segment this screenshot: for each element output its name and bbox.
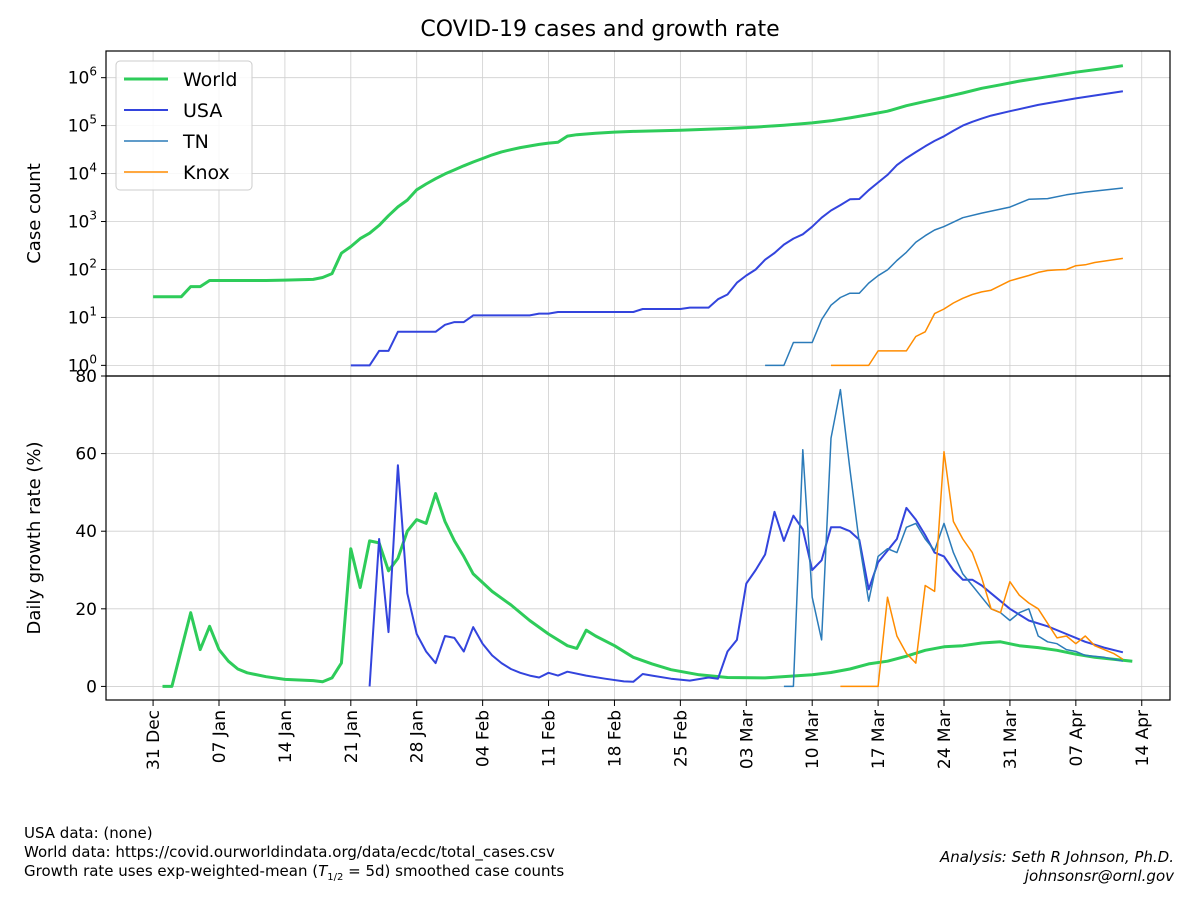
- series-line-knox: [831, 257, 1124, 367]
- legend-label: TN: [182, 131, 209, 153]
- y-tick-label: 103: [68, 209, 97, 233]
- axes: [101, 50, 1171, 706]
- y-tick-label: 40: [75, 522, 97, 542]
- series-line-usa: [350, 90, 1124, 367]
- y-tick-label: 0: [86, 677, 97, 697]
- y-tick-exponent: 3: [89, 209, 97, 223]
- y-tick-label: 20: [75, 600, 97, 620]
- growth-note-prefix: Growth rate uses exp-weighted-mean (: [24, 862, 319, 880]
- x-tick-label: 07 Jan: [210, 710, 230, 763]
- series-line-tn: [783, 388, 1124, 688]
- footnotes: USA data: (none) World data: https://cov…: [24, 824, 564, 887]
- y-tick-exponent: 2: [89, 256, 97, 270]
- x-tick-label: 11 Feb: [540, 710, 560, 767]
- axes-frame: [105, 50, 1171, 377]
- y-axis-label: Case count: [24, 163, 45, 264]
- x-tick-label: 07 Apr: [1067, 710, 1087, 766]
- chart-title: COVID-19 cases and growth rate: [420, 17, 779, 42]
- credit: Analysis: Seth R Johnson, Ph.D. johnsons…: [940, 848, 1174, 886]
- x-tick-label: 14 Jan: [276, 710, 296, 763]
- legend: World USA TN Knox: [115, 60, 253, 191]
- legend-label: World: [183, 69, 237, 91]
- series-line-knox: [840, 450, 1124, 688]
- axes-frame: [105, 375, 1171, 701]
- y-tick-exponent: 4: [89, 161, 97, 175]
- y-axis-label: Daily growth rate (%): [24, 441, 45, 634]
- y-tick-exponent: 0: [89, 352, 97, 366]
- x-tick-label: 31 Mar: [1001, 710, 1021, 769]
- x-tick-label: 31 Dec: [144, 710, 164, 770]
- x-tick-label: 10 Mar: [803, 710, 823, 769]
- x-tick-label: 28 Jan: [408, 710, 428, 763]
- y-tick-label: 105: [68, 113, 97, 137]
- y-tick-label: 60: [75, 445, 97, 465]
- y-tick-exponent: 6: [89, 65, 97, 79]
- legend-label: USA: [183, 100, 222, 122]
- legend-label: Knox: [183, 162, 230, 184]
- x-tick-label: 25 Feb: [671, 710, 691, 767]
- x-tick-label: 17 Mar: [869, 710, 889, 769]
- y-tick-label: 104: [68, 161, 97, 185]
- growth-note-symbol: T: [318, 862, 328, 880]
- series-line-world: [153, 64, 1124, 299]
- x-tick-label: 14 Apr: [1133, 710, 1153, 766]
- x-tick-label: 04 Feb: [474, 710, 494, 767]
- y-tick-label: 106: [68, 65, 97, 89]
- x-tick-label: 24 Mar: [935, 710, 955, 769]
- x-tick-label: 21 Jan: [342, 710, 362, 763]
- series-line-tn: [765, 187, 1123, 367]
- series-lines: [153, 64, 1133, 688]
- growth-note-suffix: = 5d) smoothed case counts: [343, 862, 565, 880]
- usa-data-note: USA data: (none): [24, 824, 153, 842]
- legend-box: [115, 60, 253, 191]
- series-line-usa: [368, 464, 1124, 687]
- y-tick-label: 100: [68, 352, 97, 376]
- series-line-world: [162, 492, 1133, 688]
- world-data-note: World data: https://covid.ourworldindata…: [24, 843, 555, 861]
- x-tick-label: 18 Feb: [605, 710, 625, 767]
- y-tick-exponent: 5: [89, 113, 97, 127]
- credit-author: Analysis: Seth R Johnson, Ph.D.: [939, 848, 1174, 866]
- growth-rate-note: Growth rate uses exp-weighted-mean (T1/2…: [24, 862, 564, 887]
- y-tick-label: 102: [68, 256, 97, 280]
- x-tick-label: 03 Mar: [737, 710, 757, 769]
- growth-note-subscript: 1/2: [327, 872, 344, 883]
- y-tick-label: 101: [68, 304, 97, 328]
- y-tick-label: 80: [75, 367, 97, 387]
- y-tick-exponent: 1: [89, 304, 97, 318]
- credit-email: johnsonsr@ornl.gov: [1024, 867, 1174, 885]
